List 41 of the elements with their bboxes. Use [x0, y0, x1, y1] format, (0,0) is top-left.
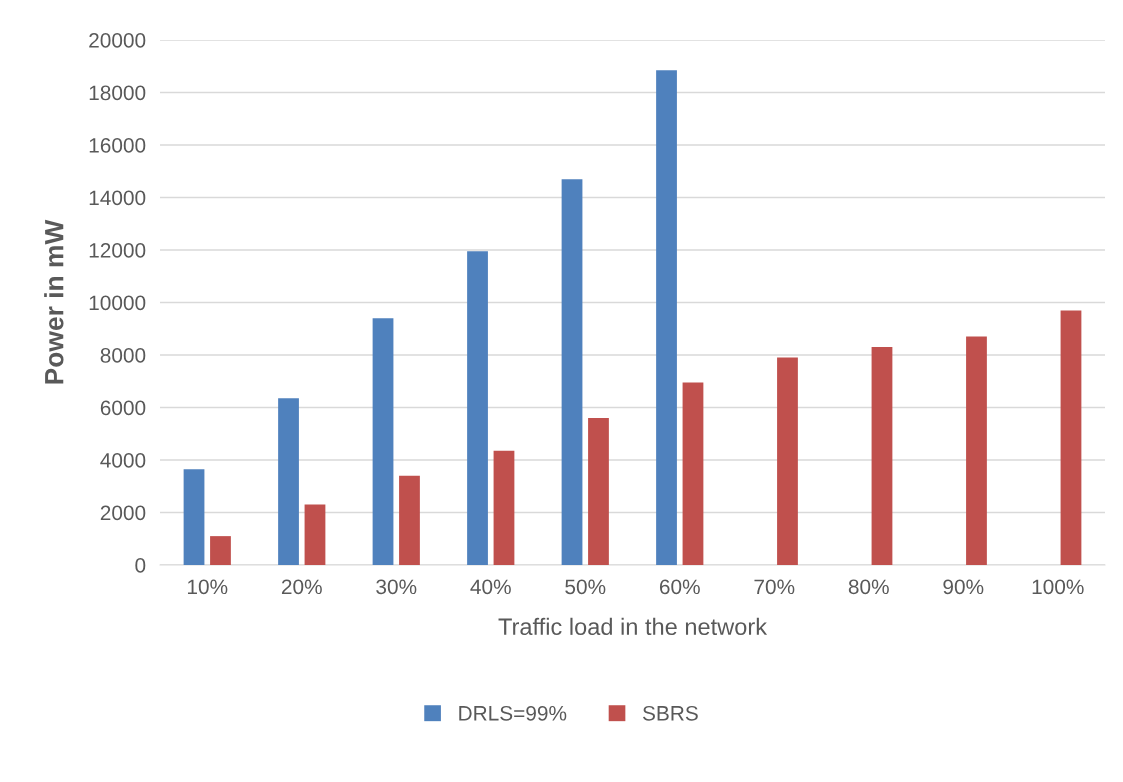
x-tick-label: 10%	[187, 579, 228, 595]
y-tick-label: 14000	[89, 190, 146, 206]
bar	[183, 469, 205, 565]
y-tick-label: 16000	[89, 138, 146, 153]
bar	[682, 382, 704, 565]
legend-label: SBRS	[642, 705, 698, 721]
bar	[210, 536, 231, 565]
x-tick-label: 40%	[470, 579, 511, 595]
x-tick-label: 90%	[943, 579, 984, 595]
x-tick-label: 100%	[1032, 579, 1084, 595]
y-tick-label: 18000	[89, 85, 146, 101]
x-tick-label: 70%	[754, 579, 795, 595]
bar	[588, 418, 609, 565]
bar	[399, 475, 420, 565]
y-tick-label: 4000	[100, 453, 146, 468]
y-tick-label: 10000	[89, 295, 146, 311]
bar	[656, 70, 677, 565]
bar	[372, 318, 394, 565]
bar	[777, 357, 798, 565]
y-tick-label: 20000	[89, 33, 146, 48]
y-tick-label: 0	[135, 558, 146, 573]
legend-label: DRLS=99%	[459, 705, 567, 721]
y-tick-label: 2000	[100, 505, 146, 521]
bar	[561, 179, 583, 565]
y-tick-label: 6000	[100, 400, 146, 416]
x-tick-label: 50%	[565, 579, 606, 595]
bar	[493, 450, 515, 565]
bar	[871, 347, 893, 565]
y-tick-label: 12000	[89, 243, 146, 258]
bar	[278, 398, 299, 565]
bar	[304, 504, 326, 565]
x-tick-label: 80%	[848, 579, 889, 595]
x-tick-label: 20%	[281, 579, 322, 595]
y-axis-title: Power in mW	[44, 219, 64, 384]
bar	[467, 251, 488, 565]
y-tick-label: 8000	[100, 348, 146, 363]
bar	[966, 336, 987, 565]
x-tick-label: 60%	[659, 579, 700, 595]
bar	[1060, 310, 1082, 565]
x-axis-title: Traffic load in the network	[498, 617, 768, 636]
x-tick-label: 30%	[376, 579, 417, 595]
